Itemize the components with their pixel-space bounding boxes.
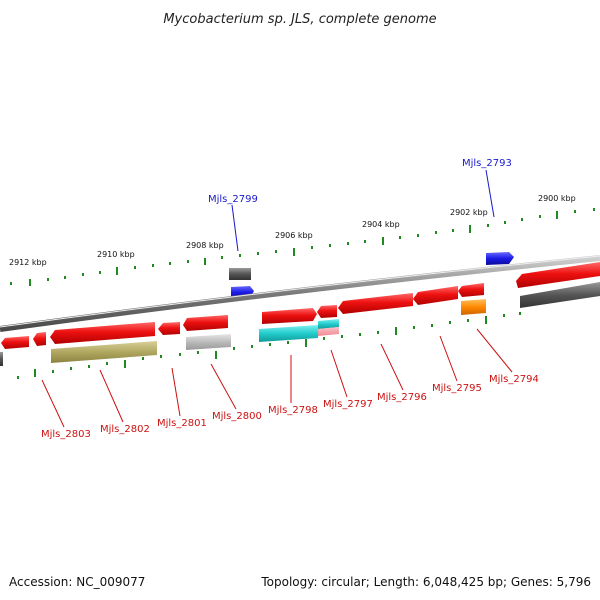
leader-line [171, 367, 181, 417]
gene-arrow-red[interactable] [413, 286, 458, 305]
leader-line [380, 343, 404, 391]
lower-gene-label-texts: Mjls_2803 Mjls_2802 Mjls_2801 Mjls_2800 … [41, 374, 539, 440]
scale-label: 2910 kbp [97, 250, 135, 259]
gene-arrow-red[interactable] [262, 308, 317, 324]
inner-scale-ticks [17, 312, 521, 379]
lower-gene-labels [41, 328, 513, 428]
gene-block-orange[interactable] [461, 299, 486, 315]
gene-block-pink[interactable] [318, 327, 339, 336]
accession-text: Accession: NC_009077 [9, 575, 145, 589]
gene-label-mjls-2800[interactable]: Mjls_2800 [212, 411, 262, 422]
gene-arrow-red[interactable] [158, 322, 180, 335]
gene-block-cyan-small[interactable] [318, 319, 339, 329]
lower-red-genes [1, 283, 484, 349]
gene-block-dark[interactable] [0, 352, 3, 366]
gene-arrow-red[interactable] [317, 305, 337, 318]
lower-secondary-features [0, 282, 600, 366]
scale-label: 2908 kbp [186, 241, 224, 250]
genome-backbone [0, 255, 600, 332]
leader-line [476, 328, 513, 373]
scale-label: 2900 kbp [538, 194, 576, 203]
upper-gene-labels: Mjls_2799 Mjls_2793 [208, 158, 512, 252]
gene-block-dark[interactable] [520, 282, 600, 308]
leader-line [231, 204, 239, 252]
gene-label-mjls-2795[interactable]: Mjls_2795 [432, 383, 482, 394]
leader-line [99, 369, 124, 423]
upper-features [229, 252, 600, 299]
gene-label-mjls-2802[interactable]: Mjls_2802 [100, 424, 150, 435]
genome-summary-text: Topology: circular; Length: 6,048,425 bp… [260, 575, 591, 589]
leader-line [41, 379, 65, 428]
leader-line [439, 335, 458, 382]
gene-block-cyan[interactable] [259, 325, 318, 342]
gene-arrow-red[interactable] [33, 332, 46, 346]
gene-arrow-red[interactable] [458, 283, 484, 297]
genome-backbone-highlight [0, 255, 600, 328]
gene-block-dark[interactable] [229, 268, 251, 280]
outer-scale-ticks [10, 208, 595, 286]
gene-arrow-red[interactable] [516, 262, 600, 288]
gene-label-mjls-2793[interactable]: Mjls_2793 [462, 158, 512, 169]
leader-line [210, 363, 237, 410]
map-title: Mycobacterium sp. JLS, complete genome [163, 12, 436, 27]
gene-arrow-red[interactable] [1, 336, 29, 349]
leader-line [330, 349, 348, 398]
gene-block-olive[interactable] [51, 341, 157, 363]
leader-line [485, 169, 495, 218]
gene-arrow-blue[interactable] [486, 252, 514, 265]
scale-label: 2902 kbp [450, 208, 488, 217]
gene-label-mjls-2803[interactable]: Mjls_2803 [41, 429, 91, 440]
gene-block-light[interactable] [186, 334, 231, 350]
scale-label: 2912 kbp [9, 258, 47, 267]
gene-label-mjls-2801[interactable]: Mjls_2801 [157, 418, 207, 429]
gene-label-mjls-2799[interactable]: Mjls_2799 [208, 194, 258, 205]
scale-label: 2906 kbp [275, 231, 313, 240]
gene-label-mjls-2794[interactable]: Mjls_2794 [489, 374, 539, 385]
scale-label: 2904 kbp [362, 220, 400, 229]
gene-arrow-red[interactable] [338, 293, 413, 314]
gene-arrow-red[interactable] [183, 315, 228, 331]
gene-label-mjls-2796[interactable]: Mjls_2796 [377, 392, 427, 403]
gene-arrow-red[interactable] [50, 322, 155, 344]
gene-label-mjls-2797[interactable]: Mjls_2797 [323, 399, 373, 410]
gene-label-mjls-2798[interactable]: Mjls_2798 [268, 405, 318, 416]
scale-labels: 2912 kbp 2910 kbp 2908 kbp 2906 kbp 2904… [9, 194, 576, 267]
